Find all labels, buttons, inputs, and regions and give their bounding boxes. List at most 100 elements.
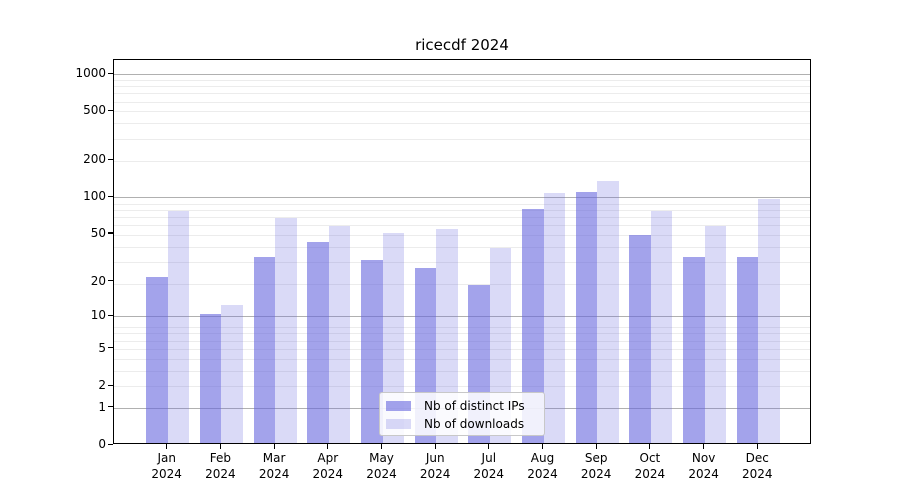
y-tick-mark (108, 232, 113, 234)
x-tick-mark (541, 444, 544, 449)
y-axis-tick-label: 200 (83, 152, 106, 167)
bar-downloads-mar (275, 218, 297, 443)
y-axis-tick-label: 5 (98, 340, 106, 355)
y-tick-mark (108, 72, 113, 74)
legend-item-distinct-ips: Nb of distinct IPs (386, 397, 544, 415)
legend-swatch-distinct-ips (386, 401, 411, 411)
y-tick-mark (108, 314, 113, 316)
legend-label-distinct-ips: Nb of distinct IPs (424, 399, 525, 413)
gridline-minor (114, 138, 810, 140)
gridline-minor (114, 86, 810, 88)
bar-ips-aug (522, 209, 544, 443)
y-axis-tick-label: 1000 (75, 66, 106, 81)
x-axis-tick-label: Oct 2024 (634, 451, 666, 481)
y-tick-mark (108, 347, 113, 349)
y-tick-mark (108, 443, 113, 445)
x-axis-tick-label: Aug 2024 (527, 451, 558, 481)
y-axis-tick-label: 50 (90, 225, 106, 240)
y-axis-tick-label: 0 (98, 437, 106, 451)
x-tick-mark (166, 444, 168, 449)
gridline-minor (114, 370, 810, 372)
x-tick-mark (703, 444, 705, 449)
x-tick-mark (219, 444, 221, 449)
bar-ips-sep (575, 191, 598, 443)
bar-downloads-apr (328, 226, 351, 443)
x-tick-mark (380, 444, 383, 449)
x-axis-tick-label: Feb 2024 (205, 451, 236, 481)
y-axis-tick-label: 10 (90, 308, 106, 323)
bar-ips-dec (736, 257, 759, 443)
gridline-minor (114, 235, 810, 236)
gridline-minor (114, 160, 810, 162)
gridline-minor (114, 209, 810, 211)
y-tick-mark (108, 109, 113, 111)
bar-downloads-sep (597, 180, 619, 443)
gridline-minor (114, 284, 810, 286)
gridline-major (114, 316, 810, 318)
y-tick-mark (108, 280, 113, 282)
gridline-minor (114, 247, 810, 248)
gridline-major (114, 74, 810, 76)
y-axis-tick-label: 20 (90, 273, 106, 288)
bar-downloads-dec (758, 199, 780, 443)
bar-ips-may (361, 260, 383, 443)
x-axis-tick-label: Sep 2024 (580, 451, 612, 481)
gridline-minor (114, 101, 810, 103)
legend-swatch-downloads (386, 419, 411, 429)
legend: Nb of distinct IPs Nb of downloads (379, 392, 545, 436)
y-tick-mark (108, 158, 113, 160)
gridline-minor (114, 216, 810, 218)
bar-ips-jan (146, 277, 168, 443)
gridline-minor (114, 340, 810, 342)
bar-downloads-oct (650, 210, 673, 443)
bar-downloads-may (382, 233, 404, 443)
gridline-minor (114, 225, 810, 227)
x-axis-tick-label: Apr 2024 (312, 451, 344, 481)
x-axis-tick-label: Jul 2024 (473, 451, 505, 481)
x-tick-mark (756, 444, 758, 449)
x-tick-mark (434, 444, 436, 449)
x-tick-mark (595, 444, 597, 449)
bar-downloads-jun (436, 228, 458, 443)
x-axis-tick-label: Jan 2024 (151, 451, 182, 481)
y-tick-mark (108, 384, 113, 386)
x-tick-mark (327, 444, 329, 449)
gridline-minor (114, 79, 810, 81)
gridline-minor (114, 358, 810, 360)
y-axis-tick-label: 100 (83, 189, 106, 204)
y-axis-tick-label: 1 (98, 399, 106, 414)
bar-ips-nov (683, 257, 705, 443)
gridline-minor (114, 262, 810, 264)
gridline-minor (114, 333, 810, 335)
bar-ips-mar (253, 257, 276, 443)
y-axis-tick-label: 500 (83, 103, 106, 118)
gridline-minor (114, 203, 810, 205)
bar-downloads-feb (221, 305, 243, 443)
chart-title: ricecdf 2024 (415, 36, 509, 54)
gridline-minor (114, 93, 810, 95)
gridline-minor (114, 123, 810, 125)
bar-ips-oct (629, 235, 651, 443)
x-tick-mark (649, 444, 651, 449)
gridline-minor (114, 327, 810, 329)
legend-item-downloads: Nb of downloads (386, 415, 544, 433)
y-axis-tick-label: 2 (98, 378, 106, 392)
x-axis-tick-label: Mar 2024 (258, 451, 290, 481)
bar-downloads-jan (167, 210, 190, 443)
bar-downloads-aug (543, 192, 565, 443)
y-tick-mark (108, 195, 113, 197)
gridline-minor (114, 348, 810, 350)
gridline-major (114, 197, 810, 199)
y-tick-mark (108, 406, 113, 408)
x-tick-mark (488, 444, 490, 449)
bar-ips-apr (307, 242, 329, 443)
legend-label-downloads: Nb of downloads (424, 417, 525, 431)
x-axis-tick-label: May 2024 (366, 451, 397, 481)
x-axis-tick-label: Dec 2024 (742, 451, 773, 481)
plot-area (113, 59, 811, 444)
x-axis-tick-label: Jun 2024 (419, 451, 451, 481)
gridline-minor (114, 111, 810, 113)
bar-ips-feb (199, 314, 222, 443)
bar-downloads-nov (704, 226, 727, 443)
